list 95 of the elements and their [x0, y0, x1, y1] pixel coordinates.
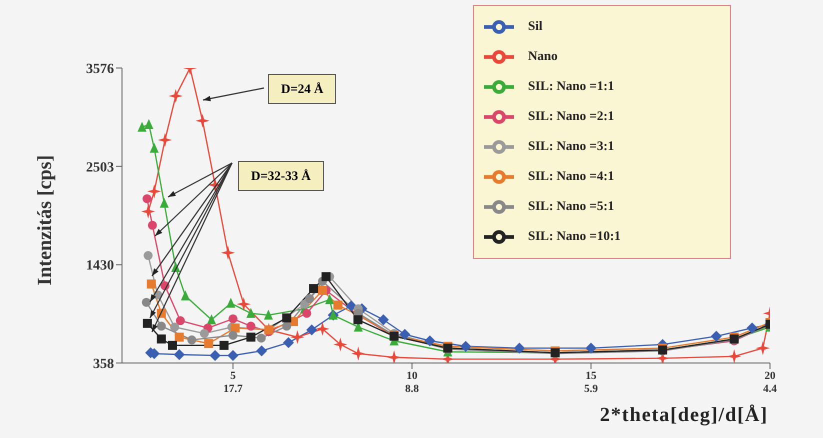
- point: [174, 332, 184, 342]
- point: [236, 297, 251, 312]
- point: [305, 294, 314, 304]
- point: [460, 340, 472, 352]
- point: [756, 341, 770, 356]
- point: [256, 345, 268, 356]
- legend-label: SIL: Nano =3:1: [528, 138, 614, 153]
- legend-label: Nano: [528, 48, 558, 63]
- point: [333, 300, 342, 310]
- text: 5.9: [583, 383, 599, 395]
- point: [150, 142, 159, 153]
- point: [585, 342, 596, 354]
- point: [168, 340, 177, 350]
- point: [399, 328, 410, 340]
- point: [230, 323, 240, 332]
- point: [309, 284, 318, 294]
- point: [170, 322, 180, 332]
- point: [264, 310, 273, 320]
- y-tick-label: 3576: [86, 62, 114, 77]
- point: [142, 298, 151, 307]
- y-tick-label: 2503: [86, 160, 114, 176]
- point: [196, 114, 210, 128]
- point: [302, 308, 312, 318]
- point: [746, 322, 758, 334]
- point: [156, 322, 166, 331]
- point: [204, 339, 214, 348]
- annotation: D=32-33 Å: [238, 161, 324, 191]
- legend-label: SIL: Nano =4:1: [528, 168, 614, 183]
- point: [226, 298, 236, 308]
- x-tick-label: 15: [585, 370, 597, 382]
- point: [318, 286, 327, 295]
- point: [282, 337, 294, 348]
- legend-label: SIL: Nano =5:1: [528, 198, 614, 213]
- point: [220, 340, 229, 350]
- point: [228, 330, 238, 340]
- annotation: D=24 Å: [268, 74, 336, 104]
- point: [141, 204, 156, 219]
- point: [142, 318, 152, 328]
- point: [325, 294, 334, 304]
- point: [176, 316, 185, 326]
- x-tick-label: 20: [764, 370, 776, 382]
- point: [290, 330, 304, 344]
- point: [727, 349, 742, 363]
- point: [147, 184, 162, 198]
- point: [146, 279, 156, 288]
- legend-label: SIL: Nano =2:1: [528, 108, 614, 123]
- point: [168, 89, 183, 104]
- text: 8.8: [404, 383, 420, 395]
- point: [210, 350, 221, 361]
- point: [246, 332, 256, 342]
- point: [351, 346, 366, 361]
- point: [346, 300, 357, 312]
- point: [282, 322, 292, 331]
- x-tick-label: 10: [406, 370, 418, 382]
- point: [333, 337, 348, 352]
- point: [138, 122, 147, 132]
- text: 17.7: [222, 383, 244, 395]
- point: [246, 322, 256, 331]
- x-axis-title: 2*theta[deg]/d[Å]: [600, 404, 768, 427]
- y-tick-label: 358: [93, 356, 114, 372]
- point: [220, 246, 235, 260]
- point: [315, 322, 330, 336]
- point: [282, 313, 292, 322]
- y-axis-title: Intenzitás [cps]: [34, 154, 56, 286]
- x-tick-label: 5: [230, 370, 236, 382]
- point: [180, 290, 190, 300]
- point: [387, 350, 402, 363]
- point: [174, 349, 185, 360]
- point: [144, 251, 153, 260]
- point: [322, 272, 331, 282]
- text: 4.4: [762, 383, 778, 395]
- point: [256, 334, 266, 343]
- point: [144, 118, 154, 129]
- point: [148, 220, 157, 230]
- point: [200, 328, 209, 338]
- point: [227, 350, 238, 361]
- point: [142, 194, 152, 204]
- point: [300, 300, 310, 309]
- legend-label: SIL: Nano =10:1: [528, 228, 621, 243]
- point: [156, 334, 166, 344]
- point: [378, 314, 389, 326]
- point: [514, 342, 525, 354]
- point: [424, 335, 436, 346]
- y-tick-label: 1430: [86, 258, 114, 274]
- point: [228, 314, 238, 324]
- point: [246, 308, 256, 318]
- point: [160, 198, 169, 208]
- point: [353, 315, 362, 324]
- legend-label: Sil: [528, 18, 542, 33]
- point: [207, 314, 216, 324]
- legend-label: SIL: Nano =1:1: [528, 78, 614, 93]
- point: [187, 335, 196, 344]
- point: [306, 324, 318, 336]
- point: [710, 330, 722, 342]
- point: [158, 133, 172, 148]
